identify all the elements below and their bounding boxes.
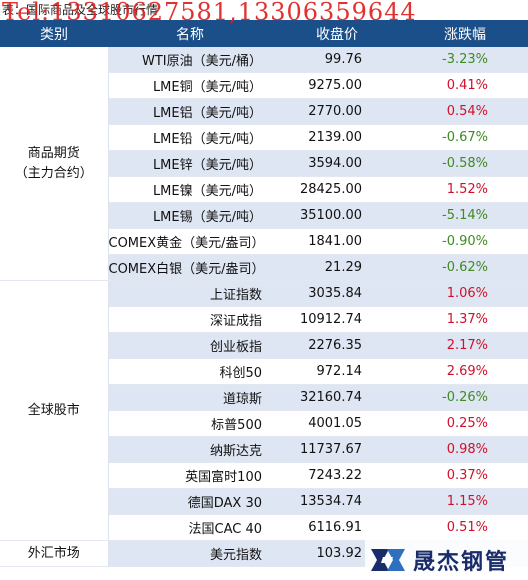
table-caption: 表：国际商品及全球股市行情: [2, 3, 159, 17]
change-cell: 0.51%: [402, 514, 528, 541]
change-cell: 1.15%: [402, 488, 528, 515]
header-name: 名称: [108, 20, 272, 47]
name-cell: 美元指数: [108, 540, 272, 567]
name-cell: 德国DAX 30: [108, 488, 272, 515]
category-cell: 全球股市: [0, 280, 109, 541]
category-cell: 商品期货 （主力合约）: [0, 47, 109, 281]
name-cell: 上证指数: [108, 280, 272, 307]
close-cell: 35100.00: [272, 202, 402, 229]
close-cell: 3035.84: [272, 280, 402, 307]
table-row: LME铝（美元/吨） 2770.00 0.54%: [0, 98, 528, 125]
name-cell: 深证成指: [108, 306, 272, 333]
close-cell: 99.76: [272, 47, 402, 73]
header-category: 类别: [0, 20, 108, 47]
table-row: COMEX黄金（美元/盎司） 1841.00 -0.90%: [0, 228, 528, 255]
table-row: LME铜（美元/吨） 9275.00 0.41%: [0, 72, 528, 99]
change-cell: 0.25%: [402, 410, 528, 437]
table-row: 深证成指 10912.74 1.37%: [0, 306, 528, 333]
change-cell: -0.26%: [402, 384, 528, 411]
close-cell: 13534.74: [272, 488, 402, 515]
table-body: 商品期货 （主力合约） WTI原油（美元/桶） 99.76 -3.23% LME铜（美元…: [0, 47, 528, 567]
header-close: 收盘价: [272, 20, 402, 47]
table-row: 道琼斯 32160.74 -0.26%: [0, 384, 528, 411]
change-cell: 1.37%: [402, 306, 528, 333]
close-cell: 2770.00: [272, 98, 402, 125]
change-cell: -3.23%: [402, 47, 528, 73]
change-cell: -0.67%: [402, 124, 528, 151]
close-cell: 2276.35: [272, 332, 402, 359]
name-cell: LME锡（美元/吨）: [108, 202, 272, 229]
table-row: LME镍（美元/吨） 28425.00 1.52%: [0, 176, 528, 203]
name-cell: LME铜（美元/吨）: [108, 72, 272, 99]
close-cell: 2139.00: [272, 124, 402, 151]
close-cell: 32160.74: [272, 384, 402, 411]
name-cell: COMEX黄金（美元/盎司）: [108, 228, 272, 255]
table-row: 德国DAX 30 13534.74 1.15%: [0, 488, 528, 515]
market-table: 类别 名称 收盘价 涨跌幅 商品期货 （主力合约） WTI原油（美元/桶） 99.7…: [0, 20, 528, 567]
name-cell: 科创50: [108, 358, 272, 385]
close-cell: 21.29: [272, 254, 402, 281]
logo-mark-icon: [371, 549, 405, 571]
change-cell: -0.90%: [402, 228, 528, 255]
change-cell: -0.58%: [402, 150, 528, 177]
table-header-row: 类别 名称 收盘价 涨跌幅: [0, 20, 528, 47]
change-cell: 1.06%: [402, 280, 528, 307]
change-cell: 0.54%: [402, 98, 528, 125]
name-cell: 道琼斯: [108, 384, 272, 411]
table-row: 科创50 972.14 2.69%: [0, 358, 528, 385]
change-cell: 0.37%: [402, 462, 528, 489]
change-cell: -5.14%: [402, 202, 528, 229]
table-row: 纳斯达克 11737.67 0.98%: [0, 436, 528, 463]
brand-logo: 晟杰钢管: [365, 540, 528, 580]
name-cell: LME铅（美元/吨）: [108, 124, 272, 151]
table-row: LME铅（美元/吨） 2139.00 -0.67%: [0, 124, 528, 151]
name-cell: LME镍（美元/吨）: [108, 176, 272, 203]
table-row: 英国富时100 7243.22 0.37%: [0, 462, 528, 489]
table-row: 标普500 4001.05 0.25%: [0, 410, 528, 437]
change-cell: -0.62%: [402, 254, 528, 281]
close-cell: 7243.22: [272, 462, 402, 489]
change-cell: 0.98%: [402, 436, 528, 463]
name-cell: LME锌（美元/吨）: [108, 150, 272, 177]
table-row: COMEX白银（美元/盎司） 21.29 -0.62%: [0, 254, 528, 281]
logo-text: 晟杰钢管: [413, 550, 510, 575]
header-change: 涨跌幅: [402, 20, 528, 47]
close-cell: 10912.74: [272, 306, 402, 333]
table-row: 全球股市 上证指数 3035.84 1.06%: [0, 280, 528, 541]
close-cell: 972.14: [272, 358, 402, 385]
close-cell: 4001.05: [272, 410, 402, 437]
name-cell: 法国CAC 40: [108, 514, 272, 541]
close-cell: 9275.00: [272, 72, 402, 99]
name-cell: 纳斯达克: [108, 436, 272, 463]
close-cell: 11737.67: [272, 436, 402, 463]
table-row: 商品期货 （主力合约） WTI原油（美元/桶） 99.76 -3.23%: [0, 47, 528, 281]
close-cell: 3594.00: [272, 150, 402, 177]
close-cell: 6116.91: [272, 514, 402, 541]
name-cell: 标普500: [108, 410, 272, 437]
change-cell: 0.41%: [402, 72, 528, 99]
table-row: 创业板指 2276.35 2.17%: [0, 332, 528, 359]
category-cell: 外汇市场: [0, 540, 109, 567]
name-cell: LME铝（美元/吨）: [108, 98, 272, 125]
name-cell: 英国富时100: [108, 462, 272, 489]
name-cell: COMEX白银（美元/盎司）: [108, 254, 272, 281]
change-cell: 2.17%: [402, 332, 528, 359]
name-cell: 创业板指: [108, 332, 272, 359]
change-cell: 1.52%: [402, 176, 528, 203]
change-cell: 2.69%: [402, 358, 528, 385]
name-cell: WTI原油（美元/桶）: [108, 47, 272, 73]
table-row: LME锌（美元/吨） 3594.00 -0.58%: [0, 150, 528, 177]
table-row: LME锡（美元/吨） 35100.00 -5.14%: [0, 202, 528, 229]
close-cell: 1841.00: [272, 228, 402, 255]
close-cell: 28425.00: [272, 176, 402, 203]
